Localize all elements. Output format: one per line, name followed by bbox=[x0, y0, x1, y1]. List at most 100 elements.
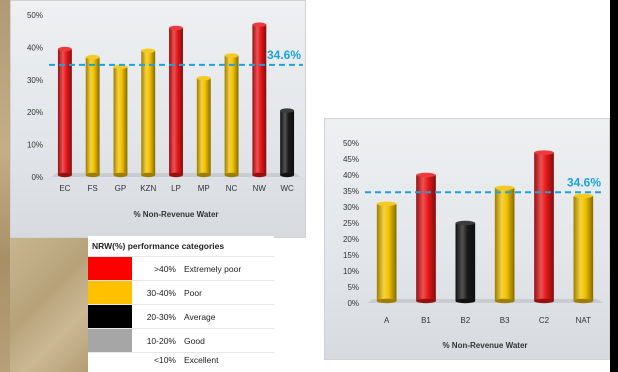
legend-swatch bbox=[88, 305, 132, 328]
background-texture bbox=[10, 236, 88, 372]
bar bbox=[141, 50, 156, 175]
bar bbox=[416, 175, 436, 301]
y-tick-label: 25% bbox=[343, 219, 359, 228]
bar-cap bbox=[416, 172, 436, 178]
x-tick-label: NW bbox=[253, 184, 267, 193]
legend-label: Poor bbox=[184, 287, 202, 298]
y-tick-label: 10% bbox=[343, 267, 359, 276]
y-tick-label: 40% bbox=[27, 43, 43, 52]
performance-legend-table: NRW(%) performance categories >40% Extre… bbox=[88, 236, 274, 372]
x-tick-label: B2 bbox=[460, 316, 470, 325]
bar-base bbox=[573, 298, 594, 304]
bar-cap bbox=[57, 46, 72, 52]
legend-range: 10-20% bbox=[146, 335, 176, 346]
legend-label: Excellent bbox=[184, 354, 219, 365]
bar-cap bbox=[224, 53, 239, 58]
bar-base bbox=[113, 172, 128, 178]
bar-base bbox=[169, 172, 183, 178]
y-tick-label: 50% bbox=[27, 11, 43, 20]
average-reference-label: 34.6% bbox=[267, 48, 301, 62]
legend-swatch bbox=[88, 353, 132, 366]
class-nrw-chart: 0% 5% 10% 15% 20% 25% 30% 35% 40% 45% 50% A B1 B2 B3 C2… bbox=[324, 118, 610, 360]
bar-cap bbox=[85, 54, 100, 60]
x-tick-label: A bbox=[384, 316, 390, 325]
legend-label: Good bbox=[184, 335, 205, 346]
y-tick-label: 10% bbox=[27, 141, 43, 150]
bar bbox=[573, 195, 594, 301]
legend-range: >40% bbox=[154, 263, 176, 274]
x-tick-label: KZN bbox=[140, 184, 156, 193]
y-tick-label: 35% bbox=[343, 187, 359, 196]
bar bbox=[196, 78, 211, 175]
legend-title: NRW(%) performance categories bbox=[92, 241, 225, 251]
x-tick-label: C2 bbox=[539, 316, 550, 325]
x-axis-title: % Non-Revenue Water bbox=[442, 341, 527, 350]
y-tick-label: 0% bbox=[347, 299, 359, 308]
y-tick-label: 0% bbox=[31, 173, 43, 182]
bar-base bbox=[252, 172, 267, 178]
bar bbox=[224, 55, 239, 175]
legend-row: 10-20% Good bbox=[88, 328, 274, 352]
x-tick-label: NC bbox=[226, 184, 238, 193]
bar-base bbox=[224, 172, 239, 178]
legend-row: 30-40% Poor bbox=[88, 280, 274, 304]
bar-base bbox=[57, 172, 72, 178]
chart-floor bbox=[367, 299, 603, 303]
x-tick-label: WC bbox=[280, 184, 294, 193]
bar bbox=[169, 27, 183, 176]
y-tick-label: 5% bbox=[347, 283, 359, 292]
bar bbox=[252, 24, 267, 175]
legend-range: <10% bbox=[154, 354, 176, 365]
bar bbox=[376, 203, 397, 301]
bar-base bbox=[416, 298, 436, 304]
legend-swatch bbox=[88, 257, 132, 280]
legend-range: 30-40% bbox=[146, 287, 176, 298]
x-tick-label: B1 bbox=[421, 316, 431, 325]
x-tick-label: LP bbox=[171, 184, 181, 193]
bar-base bbox=[196, 172, 211, 178]
bar bbox=[455, 223, 476, 301]
bar bbox=[57, 49, 72, 175]
bar-base bbox=[376, 298, 397, 304]
bar-base bbox=[494, 298, 515, 304]
legend-row: 20-30% Average bbox=[88, 304, 274, 328]
bar bbox=[280, 110, 295, 175]
x-tick-label: B3 bbox=[500, 316, 510, 325]
bar-cap bbox=[196, 75, 211, 81]
bar-cap bbox=[455, 220, 476, 226]
x-tick-label: MP bbox=[198, 184, 210, 193]
bar-cap bbox=[280, 108, 295, 113]
x-tick-label: FS bbox=[88, 184, 98, 193]
y-tick-label: 40% bbox=[343, 171, 359, 180]
y-tick-label: 20% bbox=[27, 108, 43, 117]
bar-cap bbox=[141, 48, 156, 53]
bar-cap bbox=[534, 150, 554, 155]
average-reference-label: 34.6% bbox=[567, 175, 601, 189]
legend-row: <10% Excellent bbox=[88, 352, 274, 366]
bar bbox=[113, 66, 128, 175]
bar-cap bbox=[169, 25, 183, 31]
legend-swatch bbox=[88, 329, 132, 352]
legend-label: Average bbox=[184, 311, 216, 322]
bar bbox=[534, 152, 554, 301]
legend-range: 20-30% bbox=[146, 311, 176, 322]
bar-base bbox=[141, 172, 156, 178]
bar-base bbox=[455, 298, 476, 304]
bar bbox=[85, 57, 100, 176]
bar-base bbox=[280, 172, 295, 178]
y-tick-label: 15% bbox=[343, 251, 359, 260]
y-tick-label: 30% bbox=[27, 76, 43, 85]
bar-base bbox=[85, 172, 100, 178]
legend-label: Extremely poor bbox=[184, 263, 242, 274]
province-nrw-chart-svg: 0% 10% 20% 30% 40% 50% EC FS GP KZN LP MP NC NW WC 34.6… bbox=[27, 11, 303, 219]
legend-swatch bbox=[88, 281, 132, 304]
x-tick-label: EC bbox=[59, 184, 70, 193]
y-tick-label: 50% bbox=[343, 139, 359, 148]
x-axis-title: % Non-Revenue Water bbox=[133, 210, 218, 219]
background-edge bbox=[610, 0, 618, 372]
x-tick-label: GP bbox=[115, 184, 127, 193]
background-strip bbox=[0, 0, 10, 372]
x-tick-label: NAT bbox=[576, 316, 592, 325]
bar-cap bbox=[252, 22, 267, 27]
bar-cap bbox=[494, 185, 515, 190]
